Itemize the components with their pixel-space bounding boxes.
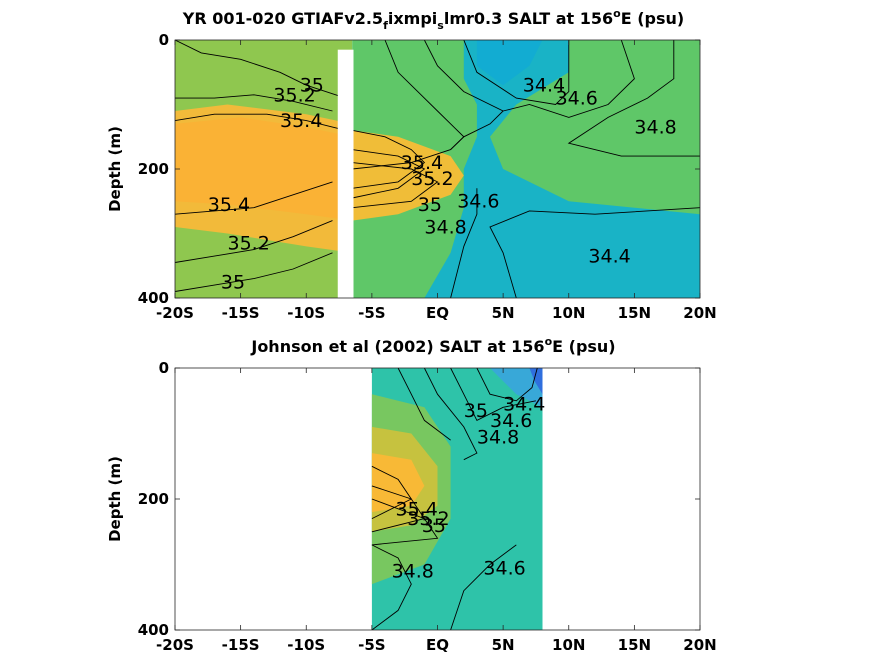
contour-label: 34.4 xyxy=(523,75,565,97)
contour-label: 34.6 xyxy=(490,410,532,432)
salinity-field-north-freshest xyxy=(529,368,543,395)
plot-area-top: 3535.235.435.435.23535.435.23534.834.634… xyxy=(175,40,700,298)
contour-line-35-4 xyxy=(175,113,346,131)
contour-line-34-4 xyxy=(489,207,700,298)
contour-label: 34.6 xyxy=(556,88,598,110)
x-tick-label: 5N xyxy=(492,636,515,654)
x-tick-label: 20N xyxy=(683,304,716,322)
x-tick-label: 10N xyxy=(552,304,585,322)
x-tick-label: -15S xyxy=(222,636,260,654)
contour-label: 35 xyxy=(300,75,324,97)
contour-line-35-2 xyxy=(175,220,333,263)
contour-label: 34.4 xyxy=(588,246,630,268)
missing-data-gap xyxy=(337,49,354,298)
contour-label: 34.6 xyxy=(483,557,525,579)
contour-label: 35.2 xyxy=(228,233,270,255)
y-axis-label: Depth (m) xyxy=(106,456,124,542)
contour-label: 35 xyxy=(464,400,488,422)
x-tick-label: -10S xyxy=(287,304,325,322)
contour-label: 35.4 xyxy=(396,498,438,520)
x-tick-label: -15S xyxy=(222,304,260,322)
x-tick-label: -20S xyxy=(156,304,194,322)
contour-label: 35.4 xyxy=(280,110,322,132)
contour-label: 34.6 xyxy=(457,191,499,213)
x-tick-label: 10N xyxy=(552,636,585,654)
contour-label: 35.2 xyxy=(407,508,449,530)
contour-label: 35.4 xyxy=(401,152,443,174)
contour-line-35-4 xyxy=(352,129,426,189)
contour-line-35 xyxy=(397,368,451,441)
panel-top: 3535.235.435.435.23535.435.23534.834.634… xyxy=(106,7,717,322)
contour-line-34-6 xyxy=(450,368,536,422)
x-tick-label: 5N xyxy=(492,304,515,322)
y-tick-label: 200 xyxy=(138,490,169,508)
contour-label: 35 xyxy=(422,515,446,537)
contour-line-35-2 xyxy=(175,94,333,112)
x-tick-label: EQ xyxy=(426,636,449,654)
contour-line-35 xyxy=(371,498,439,546)
y-axis-label: Depth (m) xyxy=(106,126,124,212)
salinity-field-south-salty-2 xyxy=(352,130,464,221)
x-tick-label: 20N xyxy=(683,636,716,654)
contour-label: 34.8 xyxy=(392,561,434,583)
chart-title: YR 001-020 GTIAFv2.5fixmpislmr0.3 SALT a… xyxy=(182,7,684,32)
contour-line-34-4 xyxy=(476,368,538,402)
y-tick-label: 400 xyxy=(138,621,169,639)
salinity-field-core xyxy=(371,453,425,513)
x-tick-label: -20S xyxy=(156,636,194,654)
contour-label: 34.8 xyxy=(424,217,466,239)
y-tick-label: 200 xyxy=(138,160,169,178)
x-tick-label: -10S xyxy=(287,636,325,654)
contour-label: 35.2 xyxy=(411,168,453,190)
contour-line-34-4 xyxy=(463,40,570,105)
salinity-field-upper-fresh xyxy=(476,40,543,86)
contour-line-34-8 xyxy=(423,368,478,461)
contour-line-35 xyxy=(352,162,439,209)
contour-label: 35 xyxy=(418,194,442,216)
contour-line-35 xyxy=(175,40,346,99)
contour-label: 35.2 xyxy=(273,84,315,106)
contour-line-35-2 xyxy=(352,149,426,199)
contour-line-35-4 xyxy=(371,465,412,520)
x-tick-label: EQ xyxy=(426,304,449,322)
y-tick-label: 0 xyxy=(159,359,169,377)
contour-line-35 xyxy=(175,252,333,292)
contour-line-35-4 xyxy=(175,181,333,215)
contour-label: 35.4 xyxy=(208,194,250,216)
y-tick-label: 400 xyxy=(138,289,169,307)
contour-line-34-8 xyxy=(371,544,412,630)
salinity-field-south-core xyxy=(175,117,353,221)
x-tick-label: 15N xyxy=(618,636,651,654)
salinity-field-north-fresh xyxy=(490,368,543,408)
contour-label: 34.8 xyxy=(634,117,676,139)
contour-line-35-2 xyxy=(371,485,426,533)
x-tick-label: -5S xyxy=(358,636,385,654)
contour-line-34-8 xyxy=(567,40,700,157)
contour-label: 34.4 xyxy=(503,394,545,416)
y-tick-label: 0 xyxy=(159,31,169,49)
contour-line-34-6 xyxy=(502,40,635,118)
contour-label: 35 xyxy=(221,271,245,293)
contour-line-34-6 xyxy=(450,188,478,298)
chart-title: Johnson et al (2002) SALT at 156oE (psu) xyxy=(250,335,615,356)
x-tick-label: 15N xyxy=(618,304,651,322)
x-tick-label: -5S xyxy=(358,304,385,322)
contour-label: 34.8 xyxy=(477,426,519,448)
contour-line-34-6 xyxy=(450,544,517,630)
